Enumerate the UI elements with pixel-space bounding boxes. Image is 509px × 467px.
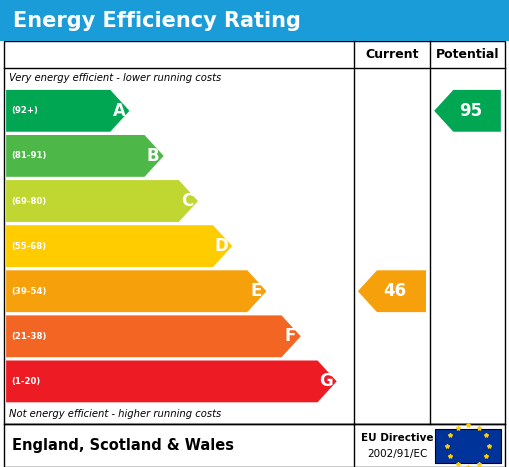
Text: G: G [319,372,333,390]
Bar [0,0,509,41]
Polygon shape [6,90,129,132]
Text: C: C [181,192,193,210]
Text: Very energy efficient - lower running costs: Very energy efficient - lower running co… [9,73,221,83]
Text: Not energy efficient - higher running costs: Not energy efficient - higher running co… [9,409,221,419]
Polygon shape [6,361,336,402]
Text: (55-68): (55-68) [11,241,46,251]
Text: Potential: Potential [436,48,499,61]
Polygon shape [6,315,301,357]
Text: F: F [285,327,296,345]
Text: 2002/91/EC: 2002/91/EC [367,449,427,459]
Polygon shape [434,90,501,132]
Text: D: D [215,237,229,255]
Text: (92+): (92+) [11,106,38,115]
Polygon shape [6,180,198,222]
Text: B: B [147,147,159,165]
Text: (21-38): (21-38) [11,332,46,341]
Polygon shape [6,270,266,312]
Text: Current: Current [365,48,419,61]
Polygon shape [358,270,426,312]
Polygon shape [6,225,232,267]
Bar [4,41,505,424]
Bar [4,424,505,467]
Text: (39-54): (39-54) [11,287,46,296]
Text: Energy Efficiency Rating: Energy Efficiency Rating [13,11,301,30]
Text: 46: 46 [383,282,406,300]
Text: EU Directive: EU Directive [361,433,433,443]
Text: 95: 95 [459,102,482,120]
Polygon shape [6,135,164,177]
Text: (69-80): (69-80) [11,197,46,205]
Bar [435,429,501,463]
Text: (1-20): (1-20) [11,377,40,386]
Text: England, Scotland & Wales: England, Scotland & Wales [12,438,234,453]
Text: A: A [112,102,125,120]
Text: E: E [250,282,262,300]
Text: (81-91): (81-91) [11,151,46,160]
